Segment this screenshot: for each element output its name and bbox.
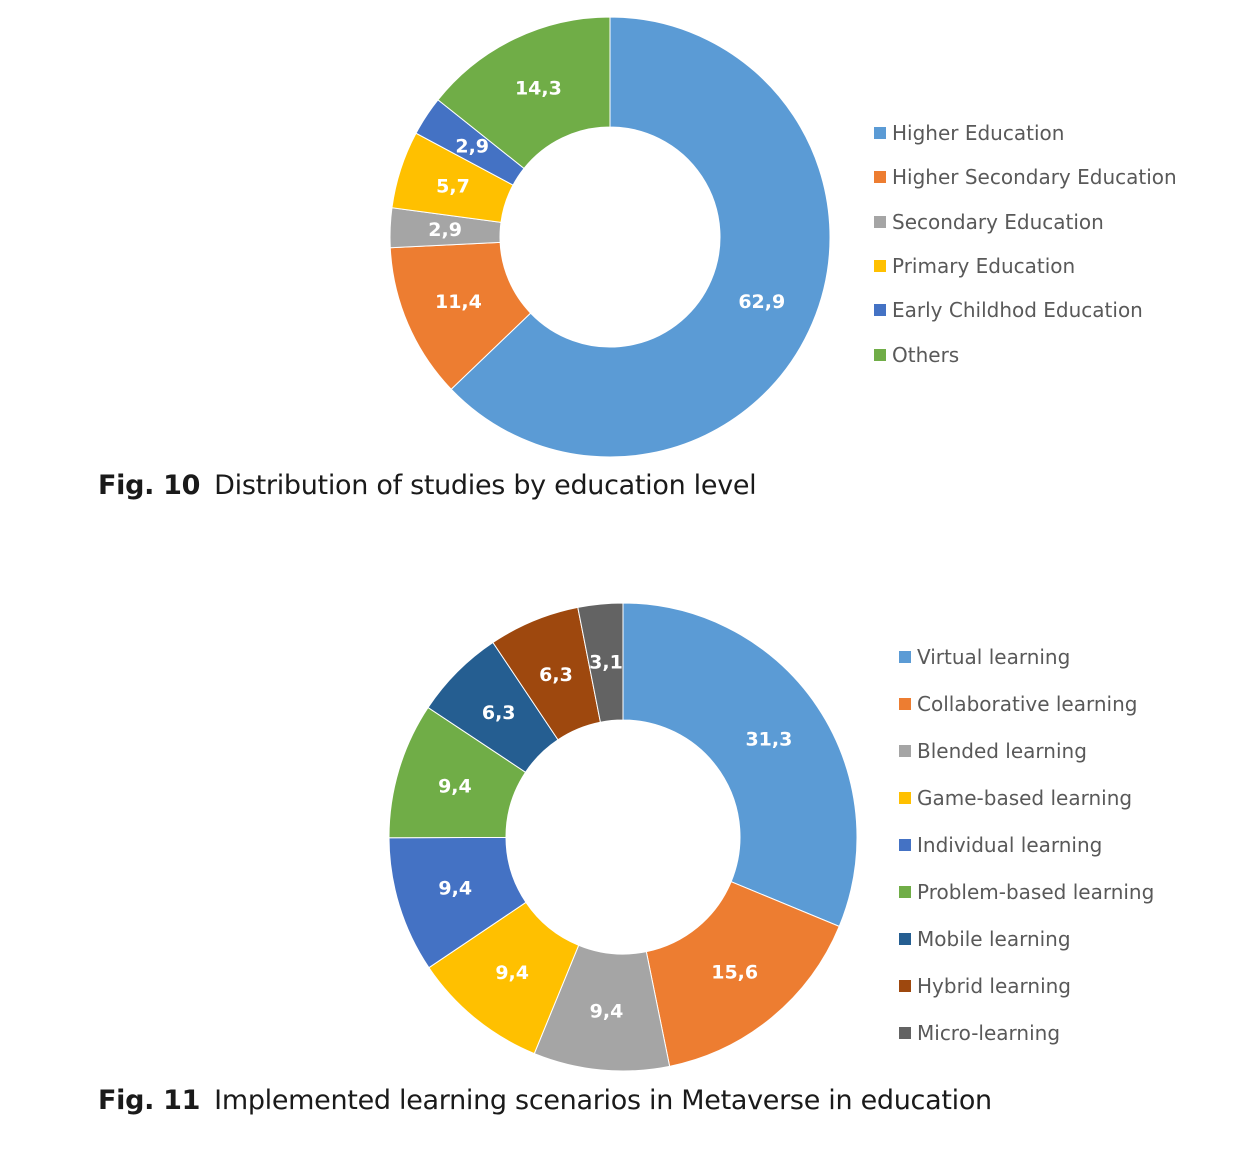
legend-item-collaborative-learning: Collaborative learning: [899, 680, 1154, 727]
data-label-early-childhod-education: 2,9: [455, 135, 489, 157]
data-label-game-based-learning: 9,4: [495, 962, 529, 984]
legend-label: Game-based learning: [917, 785, 1133, 810]
legend-item-secondary-education: Secondary Education: [874, 200, 1177, 244]
legend-label: Collaborative learning: [917, 691, 1138, 716]
legend-label: Higher Education: [892, 121, 1065, 146]
figure-caption: Fig. 11 Implemented learning scenarios in…: [98, 1085, 992, 1116]
legend-label: Mobile learning: [917, 927, 1071, 952]
legend-item-early-childhod-education: Early Childhod Education: [874, 288, 1177, 332]
legend-item-virtual-learning: Virtual learning: [899, 633, 1154, 680]
legend-item-primary-education: Primary Education: [874, 244, 1177, 288]
data-label-individual-learning: 9,4: [438, 878, 472, 900]
legend-label: Individual learning: [917, 832, 1103, 857]
legend-label: Problem-based learning: [917, 880, 1155, 905]
legend-learning-scenarios: Virtual learning Collaborative learning Bl…: [899, 633, 1154, 1057]
figure-number: Fig. 11: [98, 1085, 201, 1116]
legend-label: Virtual learning: [917, 644, 1071, 669]
figure-caption: Fig. 10 Distribution of studies by educat…: [98, 470, 757, 501]
data-label-problem-based-learning: 9,4: [438, 776, 472, 798]
slice-others: [437, 16, 611, 170]
slice-collaborative-learning: [645, 881, 840, 1067]
legend-label: Early Childhod Education: [892, 298, 1143, 323]
slice-micro-learning: [577, 602, 624, 723]
legend-item-higher-secondary-education: Higher Secondary Education: [874, 155, 1177, 199]
figure-11: 31,3 15,6 9,4 9,4 9,4 9,4 6,3 6,3 3,1 Virtual le…: [0, 585, 1253, 1130]
legend-swatch: [874, 215, 886, 228]
legend-item-micro-learning: Micro-learning: [899, 1010, 1154, 1057]
legend-label: Higher Secondary Education: [892, 165, 1177, 190]
figure-number: Fig. 10: [98, 470, 201, 501]
legend-item-higher-education: Higher Education: [874, 111, 1177, 155]
legend-swatch: [899, 744, 911, 757]
data-label-secondary-education: 2,9: [428, 219, 462, 241]
data-label-hybrid-learning: 6,3: [539, 664, 573, 686]
legend-item-others: Others: [874, 332, 1177, 376]
legend-item-problem-based-learning: Problem-based learning: [899, 868, 1154, 915]
slice-higher-education: [450, 16, 831, 458]
data-label-higher-secondary-education: 11,4: [435, 291, 482, 313]
legend-education-level: Higher Education Higher Secondary Educati…: [874, 111, 1177, 377]
figure-10: 62,9 11,4 2,9 5,7 2,9 14,3 Higher Education Hi…: [0, 0, 1253, 520]
legend-item-individual-learning: Individual learning: [899, 821, 1154, 868]
legend-swatch: [874, 260, 886, 273]
legend-swatch: [874, 304, 886, 317]
legend-swatch: [899, 933, 911, 946]
legend-label: Secondary Education: [892, 209, 1104, 234]
legend-swatch: [899, 886, 911, 899]
legend-label: Blended learning: [917, 738, 1087, 763]
donut-chart-learning-scenarios: 31,3 15,6 9,4 9,4 9,4 9,4 6,3 6,3 3,1: [388, 602, 858, 1072]
legend-item-blended-learning: Blended learning: [899, 727, 1154, 774]
legend-swatch: [899, 1027, 911, 1040]
data-label-collaborative-learning: 15,6: [711, 961, 758, 983]
legend-item-mobile-learning: Mobile learning: [899, 916, 1154, 963]
legend-swatch: [874, 348, 886, 361]
legend-swatch: [874, 171, 886, 184]
data-label-virtual-learning: 31,3: [745, 728, 792, 750]
legend-label: Hybrid learning: [917, 974, 1071, 999]
legend-label: Micro-learning: [917, 1021, 1061, 1046]
legend-swatch: [899, 980, 911, 993]
data-label-blended-learning: 9,4: [590, 1001, 624, 1023]
figure-caption-text: Distribution of studies by education lev…: [214, 470, 757, 501]
data-label-primary-education: 5,7: [436, 175, 470, 197]
legend-swatch: [899, 697, 911, 710]
data-label-mobile-learning: 6,3: [482, 702, 516, 724]
data-label-micro-learning: 3,1: [589, 651, 623, 673]
legend-swatch: [899, 791, 911, 804]
donut-chart-education-level: 62,9 11,4 2,9 5,7 2,9 14,3: [389, 16, 831, 458]
legend-swatch: [874, 127, 886, 140]
slice-virtual-learning: [622, 602, 858, 928]
legend-label: Primary Education: [892, 254, 1076, 279]
legend-item-hybrid-learning: Hybrid learning: [899, 963, 1154, 1010]
data-label-higher-education: 62,9: [738, 291, 785, 313]
data-label-others: 14,3: [515, 77, 562, 99]
legend-label: Others: [892, 342, 960, 367]
legend-swatch: [899, 838, 911, 851]
figure-caption-text: Implemented learning scenarios in Metave…: [214, 1085, 992, 1116]
legend-swatch: [899, 650, 911, 663]
legend-item-game-based-learning: Game-based learning: [899, 774, 1154, 821]
